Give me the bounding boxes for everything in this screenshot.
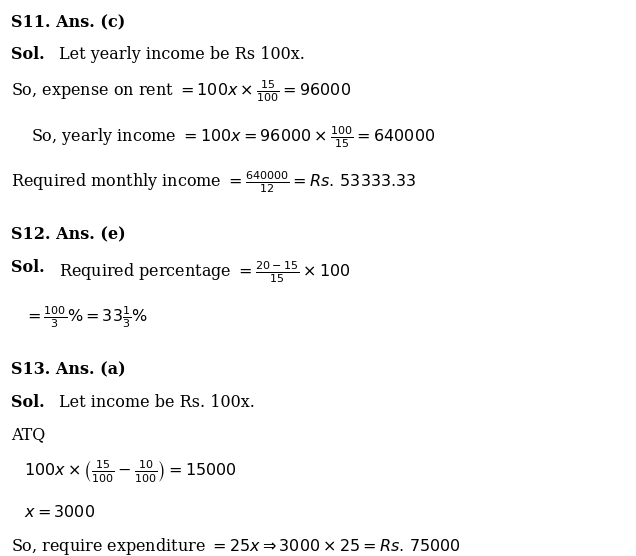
- Text: So, require expenditure $= 25x \Rightarrow 3000 \times 25 = Rs.\,75000$: So, require expenditure $= 25x \Rightarr…: [11, 536, 462, 556]
- Text: Let yearly income be Rs 100x.: Let yearly income be Rs 100x.: [59, 46, 305, 63]
- Text: Let income be Rs. 100x.: Let income be Rs. 100x.: [59, 394, 254, 411]
- Text: Sol.: Sol.: [11, 259, 45, 276]
- Text: Sol.: Sol.: [11, 46, 45, 63]
- Text: $100x \times \left(\frac{15}{100} - \frac{10}{100}\right) = 15000$: $100x \times \left(\frac{15}{100} - \fra…: [24, 458, 237, 484]
- Text: ATQ: ATQ: [11, 426, 46, 443]
- Text: $x = 3000$: $x = 3000$: [24, 504, 95, 521]
- Text: So, yearly income $= 100x = 96000 \times \frac{100}{15} = 640000$: So, yearly income $= 100x = 96000 \times…: [31, 124, 435, 150]
- Text: $= \frac{100}{3}\% = 33\frac{1}{3}\%$: $= \frac{100}{3}\% = 33\frac{1}{3}\%$: [24, 305, 148, 330]
- Text: Required percentage $= \frac{20-15}{15} \times 100$: Required percentage $= \frac{20-15}{15} …: [59, 259, 350, 285]
- Text: Required monthly income $= \frac{640000}{12} = Rs.\,53333.33$: Required monthly income $= \frac{640000}…: [11, 170, 417, 195]
- Text: So, expense on rent $= 100x \times \frac{15}{100} = 96000$: So, expense on rent $= 100x \times \frac…: [11, 78, 352, 104]
- Text: S11. Ans. (c): S11. Ans. (c): [11, 14, 126, 31]
- Text: S12. Ans. (e): S12. Ans. (e): [11, 227, 126, 244]
- Text: Sol.: Sol.: [11, 394, 45, 411]
- Text: S13. Ans. (a): S13. Ans. (a): [11, 361, 126, 379]
